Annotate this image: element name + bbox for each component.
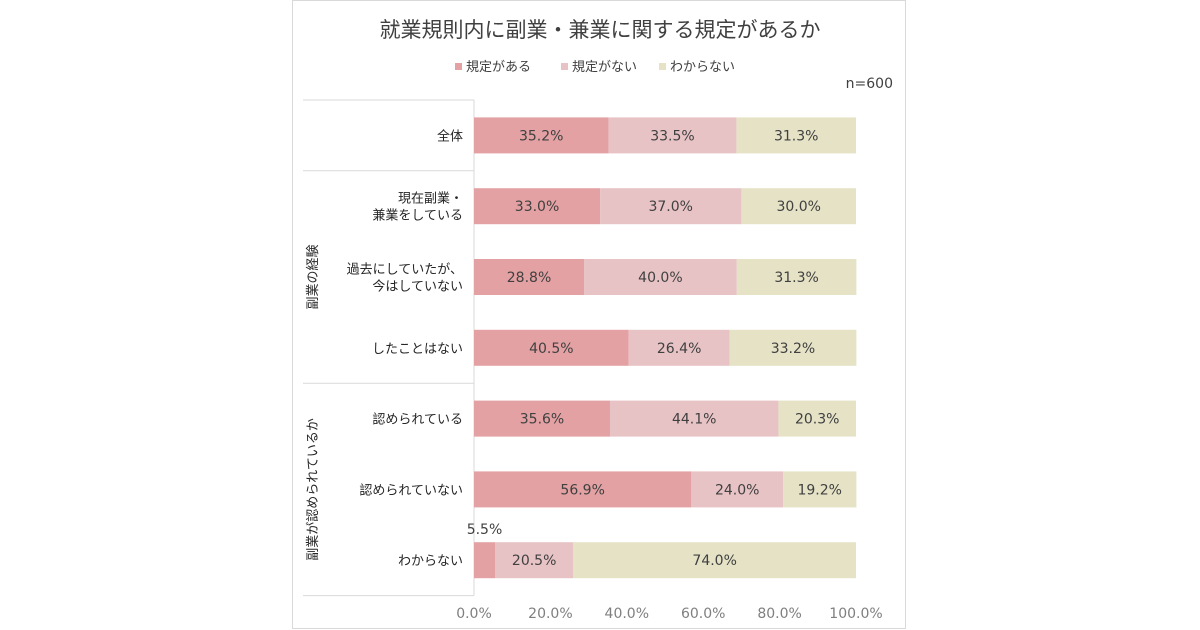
category-label: 現在副業・兼業をしている xyxy=(372,191,463,224)
bar-segment xyxy=(474,471,692,508)
bar-segment xyxy=(573,542,856,579)
bar-value-label: 20.3% xyxy=(795,412,839,428)
legend-swatch-1 xyxy=(561,63,568,70)
legend-swatch-2 xyxy=(659,63,666,70)
bar-value-label: 31.3% xyxy=(774,270,818,286)
category-label: わからない xyxy=(398,554,463,569)
sample-size-label: n=600 xyxy=(846,76,893,92)
bar-segment xyxy=(736,259,857,295)
category-label: 認められていない xyxy=(359,482,463,498)
x-tick-label: 100.0% xyxy=(829,606,882,622)
bar-segment xyxy=(495,542,574,579)
chart-frame: 就業規則内に副業・兼業に関する規定があるか n=600 規定がある 規定がない わか… xyxy=(292,0,906,629)
bar-value-label: 40.5% xyxy=(529,341,573,357)
bar-segment xyxy=(474,188,601,225)
bar-segment xyxy=(783,471,857,508)
x-axis-ticks: 0.0% 20.0% 40.0% 60.0% 80.0% 100.0% xyxy=(456,606,882,622)
bar-segment xyxy=(474,259,585,295)
chart-title: 就業規則内に副業・兼業に関する規定があるか xyxy=(380,18,821,42)
bars: 35.2% 33.5% 31.3% 33.0% 37.0% 30.0% 28.8% 40.0%… xyxy=(467,117,857,579)
category-label: 過去にしていたが、今はしていない xyxy=(347,263,463,295)
bar-segment xyxy=(474,542,496,579)
category-labels: 全体現在副業・兼業をしている過去にしていたが、今はしていないしたことはない認めら… xyxy=(347,128,463,569)
bar-value-label: 28.8% xyxy=(507,270,551,286)
bar-value-label: 20.5% xyxy=(512,553,556,569)
bar-value-label: 37.0% xyxy=(648,199,692,215)
x-tick-label: 0.0% xyxy=(456,606,492,622)
bar-segment xyxy=(474,117,609,154)
legend: 規定がある 規定がない わからない xyxy=(455,60,735,75)
bar-segment xyxy=(584,259,737,295)
x-tick-label: 80.0% xyxy=(757,606,801,622)
legend-label-2: わからない xyxy=(670,60,735,75)
chart-canvas: 就業規則内に副業・兼業に関する規定があるか n=600 規定がある 規定がない わか… xyxy=(303,18,893,622)
bar-segment xyxy=(474,400,610,437)
bar-segment xyxy=(741,188,856,225)
bar-value-label: 74.0% xyxy=(692,553,736,569)
bar-value-label: 5.5% xyxy=(467,522,503,538)
bar-value-label: 19.2% xyxy=(797,482,841,498)
bar-value-label: 33.0% xyxy=(515,199,559,215)
bar-segment xyxy=(778,400,856,437)
bar-value-label: 26.4% xyxy=(657,341,701,357)
group-label-1: 副業が認められているか xyxy=(305,418,321,561)
category-label: 認められている xyxy=(372,412,463,428)
bar-value-label: 40.0% xyxy=(638,270,682,286)
legend-label-1: 規定がない xyxy=(572,60,637,75)
bar-segment xyxy=(600,188,742,225)
bar-value-label: 33.2% xyxy=(771,341,815,357)
bar-value-label: 33.5% xyxy=(650,128,694,144)
bar-value-label: 35.6% xyxy=(520,412,564,428)
bar-value-label: 56.9% xyxy=(560,482,604,498)
x-tick-label: 60.0% xyxy=(681,606,725,622)
group-label-0: 副業の経験 xyxy=(305,244,321,309)
bar-value-label: 35.2% xyxy=(519,128,563,144)
bar-segment xyxy=(628,329,730,366)
bar-segment xyxy=(608,117,737,154)
category-label: 全体 xyxy=(437,128,463,144)
x-tick-label: 40.0% xyxy=(605,606,649,622)
legend-label-0: 規定がある xyxy=(466,60,531,75)
bar-value-label: 30.0% xyxy=(776,199,820,215)
bar-segment xyxy=(729,329,857,366)
bar-value-label: 24.0% xyxy=(715,482,759,498)
x-tick-label: 20.0% xyxy=(528,606,572,622)
bar-segment xyxy=(474,329,629,366)
category-label: したことはない xyxy=(372,342,463,357)
bar-value-label: 44.1% xyxy=(672,412,716,428)
bar-segment xyxy=(609,400,779,437)
bar-value-label: 31.3% xyxy=(774,128,818,144)
bar-segment xyxy=(691,471,784,508)
legend-swatch-0 xyxy=(455,63,462,70)
bar-segment xyxy=(736,117,856,154)
